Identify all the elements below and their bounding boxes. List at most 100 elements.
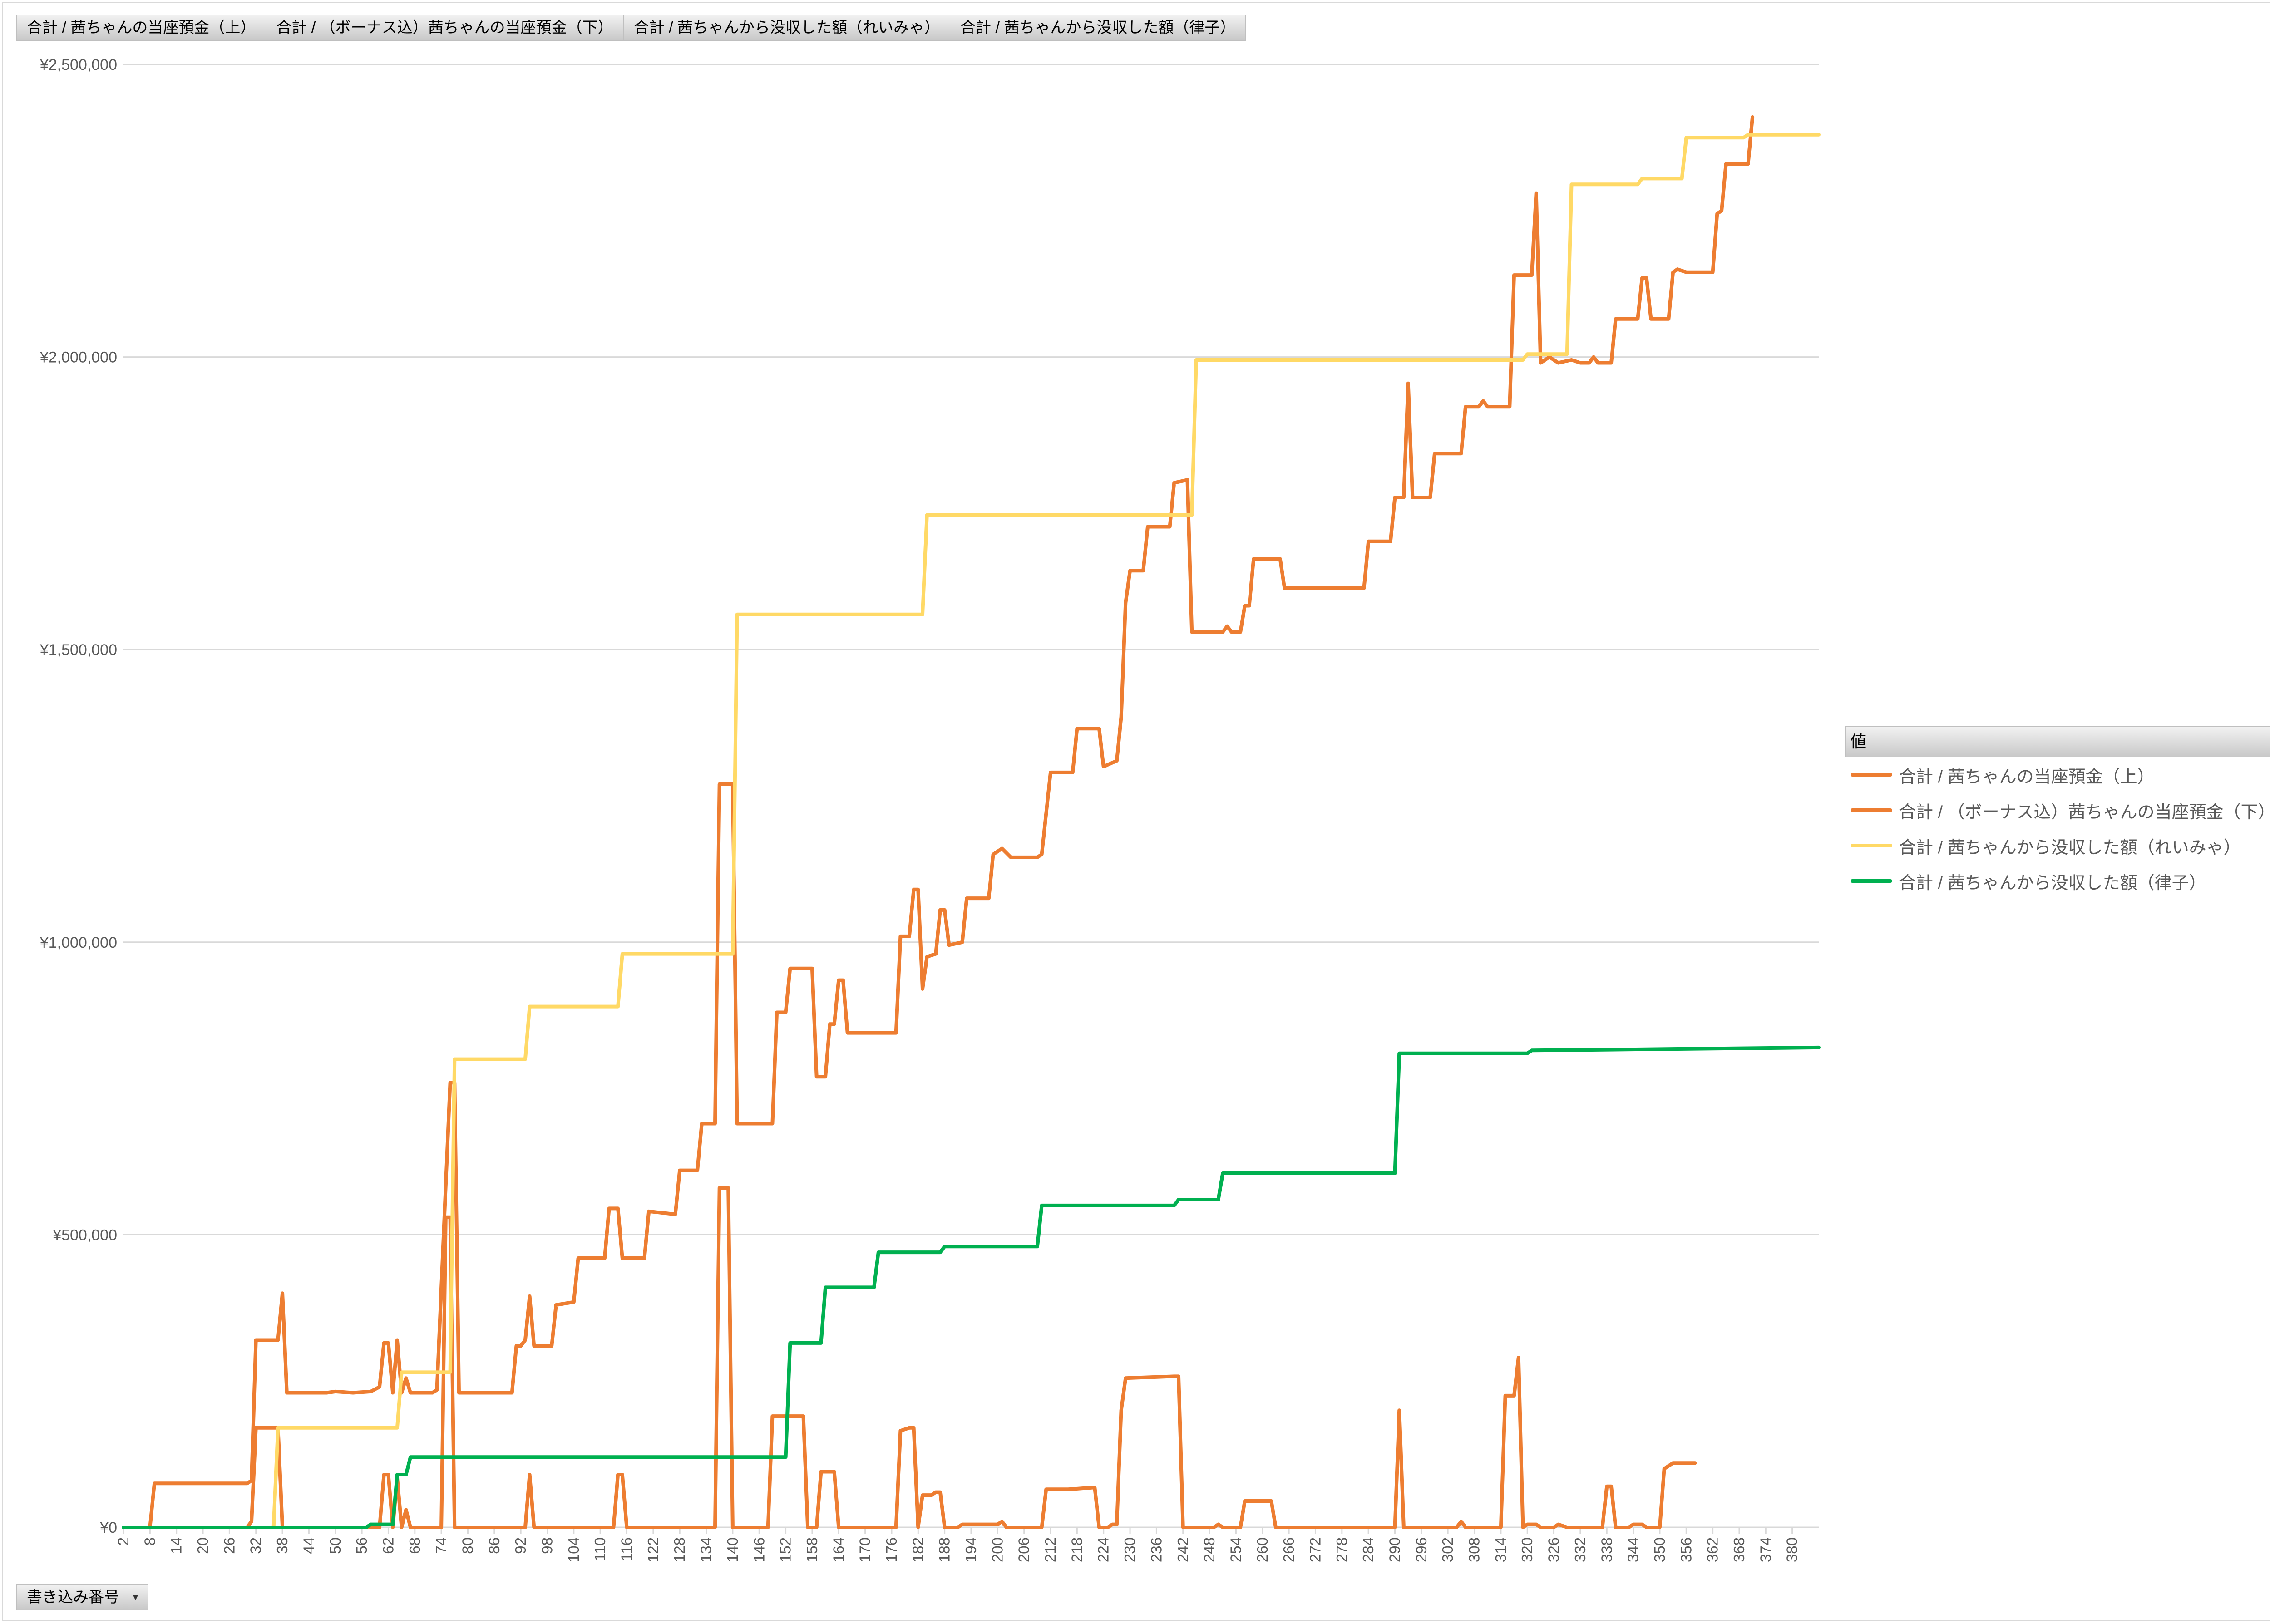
x-tick-label: 290 xyxy=(1387,1537,1403,1562)
x-tick-label: 110 xyxy=(592,1537,608,1561)
x-tick-label: 206 xyxy=(1016,1537,1032,1562)
x-tick-label: 32 xyxy=(247,1537,264,1554)
x-tick-label: 104 xyxy=(565,1537,582,1562)
field-button-upper-balance[interactable]: 合計 / 茜ちゃんの当座預金（上） xyxy=(17,15,266,40)
legend-label: 合計 / 茜ちゃんから没収した額（れいみゃ） xyxy=(1899,838,2241,857)
x-tick-label: 356 xyxy=(1678,1537,1694,1562)
axis-field-button[interactable]: 書き込み番号 ▾ xyxy=(16,1584,149,1610)
x-tick-label: 212 xyxy=(1042,1537,1059,1562)
dropdown-arrow-icon[interactable]: ▾ xyxy=(133,1591,138,1603)
x-tick-label: 368 xyxy=(1731,1537,1747,1562)
legend-item: 合計 / （ボーナス込）茜ちゃんの当座預金（下） xyxy=(1845,792,2270,828)
x-tick-label: 158 xyxy=(804,1537,820,1562)
x-tick-label: 122 xyxy=(645,1537,661,1562)
field-button-confiscated-reimya[interactable]: 合計 / 茜ちゃんから没収した額（れいみゃ） xyxy=(624,15,951,40)
x-tick-label: 62 xyxy=(380,1537,396,1554)
x-tick-label: 296 xyxy=(1413,1537,1430,1562)
y-tick-label: ¥1,500,000 xyxy=(39,641,117,659)
x-tick-label: 362 xyxy=(1704,1537,1721,1562)
x-tick-label: 146 xyxy=(750,1537,767,1562)
x-tick-label: 116 xyxy=(618,1537,635,1561)
x-tick-label: 26 xyxy=(221,1537,237,1554)
y-tick-label: ¥2,500,000 xyxy=(39,56,117,74)
x-tick-label: 152 xyxy=(777,1537,794,1562)
x-tick-label: 14 xyxy=(168,1537,185,1554)
x-tick-label: 164 xyxy=(830,1537,847,1562)
series-line-1 xyxy=(122,1186,1697,1529)
series-line-2 xyxy=(122,133,1821,1529)
series-line-3 xyxy=(122,1045,1821,1529)
legend-swatch xyxy=(1851,808,1892,812)
x-tick-label: 314 xyxy=(1492,1537,1509,1562)
x-tick-label: 260 xyxy=(1254,1537,1271,1562)
x-tick-label: 380 xyxy=(1784,1537,1801,1562)
y-tick-label: ¥1,000,000 xyxy=(39,934,117,951)
y-tick-label: ¥0 xyxy=(99,1519,117,1536)
x-tick-label: 8 xyxy=(141,1537,158,1545)
x-tick-label: 128 xyxy=(671,1537,688,1562)
x-tick-label: 200 xyxy=(989,1537,1006,1562)
x-tick-label: 20 xyxy=(194,1537,211,1554)
legend-label: 合計 / 茜ちゃんから没収した額（律子） xyxy=(1899,873,2206,893)
x-tick-label: 56 xyxy=(353,1537,370,1554)
x-axis-labels: 2 8 14 20 26 32 38 44 50 56 62 68 74 80 86 92 98 104 110 11… xyxy=(115,1526,1819,1562)
y-axis-labels: ¥0 ¥500,000 ¥1,000,000 ¥1,500,000 ¥2,000,000… xyxy=(39,56,117,1536)
x-tick-label: 140 xyxy=(724,1537,741,1562)
x-tick-label: 86 xyxy=(486,1537,503,1554)
y-tick-label: ¥500,000 xyxy=(52,1226,117,1244)
axis-field-label: 書き込み番号 xyxy=(27,1589,119,1606)
x-tick-label: 320 xyxy=(1519,1537,1535,1562)
x-tick-label: 176 xyxy=(883,1537,900,1562)
x-tick-label: 188 xyxy=(936,1537,953,1562)
x-tick-label: 80 xyxy=(459,1537,476,1554)
x-tick-label: 338 xyxy=(1598,1537,1615,1562)
y-tick-label: ¥2,000,000 xyxy=(39,349,117,366)
x-tick-label: 278 xyxy=(1333,1537,1350,1562)
x-tick-label: 92 xyxy=(512,1537,529,1554)
x-tick-label: 344 xyxy=(1625,1537,1642,1562)
x-tick-label: 302 xyxy=(1439,1537,1456,1562)
x-tick-label: 74 xyxy=(433,1537,449,1554)
value-field-buttons: 合計 / 茜ちゃんの当座預金（上） 合計 / （ボーナス込）茜ちゃんの当座預金（… xyxy=(16,15,1247,41)
x-tick-label: 224 xyxy=(1095,1537,1112,1562)
x-tick-label: 182 xyxy=(909,1537,926,1562)
legend-item: 合計 / 茜ちゃんの当座預金（上） xyxy=(1845,757,2270,792)
x-tick-label: 68 xyxy=(406,1537,423,1554)
x-tick-label: 2 xyxy=(115,1537,132,1545)
x-tick-label: 194 xyxy=(962,1537,979,1562)
x-tick-label: 350 xyxy=(1651,1537,1668,1562)
legend-swatch xyxy=(1851,773,1892,777)
x-tick-label: 326 xyxy=(1545,1537,1562,1562)
x-tick-label: 170 xyxy=(857,1537,873,1562)
x-tick-label: 134 xyxy=(698,1537,715,1562)
field-button-lower-balance[interactable]: 合計 / （ボーナス込）茜ちゃんの当座預金（下） xyxy=(266,15,624,40)
legend: 値 合計 / 茜ちゃんの当座預金（上） 合計 / （ボーナス込）茜ちゃんの当座預… xyxy=(1845,726,2270,899)
series-lines xyxy=(122,115,1821,1529)
legend-label: 合計 / 茜ちゃんの当座預金（上） xyxy=(1899,767,2155,787)
x-tick-label: 308 xyxy=(1466,1537,1483,1562)
gridlines xyxy=(123,64,1819,1528)
series-line-0 xyxy=(122,115,1755,1529)
legend-swatch xyxy=(1851,879,1892,883)
legend-label: 合計 / （ボーナス込）茜ちゃんの当座預金（下） xyxy=(1899,802,2270,822)
x-tick-label: 266 xyxy=(1280,1537,1297,1562)
x-tick-label: 44 xyxy=(300,1537,317,1554)
x-tick-label: 218 xyxy=(1068,1537,1085,1562)
x-tick-label: 332 xyxy=(1572,1537,1589,1562)
legend-title[interactable]: 値 xyxy=(1845,726,2270,757)
legend-swatch xyxy=(1851,844,1892,847)
field-button-confiscated-ritsuko[interactable]: 合計 / 茜ちゃんから没収した額（律子） xyxy=(950,15,1246,40)
x-tick-label: 98 xyxy=(539,1537,556,1554)
x-tick-label: 50 xyxy=(327,1537,344,1554)
x-tick-label: 248 xyxy=(1201,1537,1218,1562)
legend-item: 合計 / 茜ちゃんから没収した額（律子） xyxy=(1845,863,2270,899)
x-tick-label: 230 xyxy=(1121,1537,1138,1562)
x-tick-label: 236 xyxy=(1148,1537,1165,1562)
x-tick-label: 284 xyxy=(1360,1537,1377,1562)
x-tick-label: 242 xyxy=(1174,1537,1191,1562)
x-tick-label: 272 xyxy=(1307,1537,1323,1562)
x-tick-label: 38 xyxy=(274,1537,291,1554)
x-tick-label: 374 xyxy=(1757,1537,1774,1562)
